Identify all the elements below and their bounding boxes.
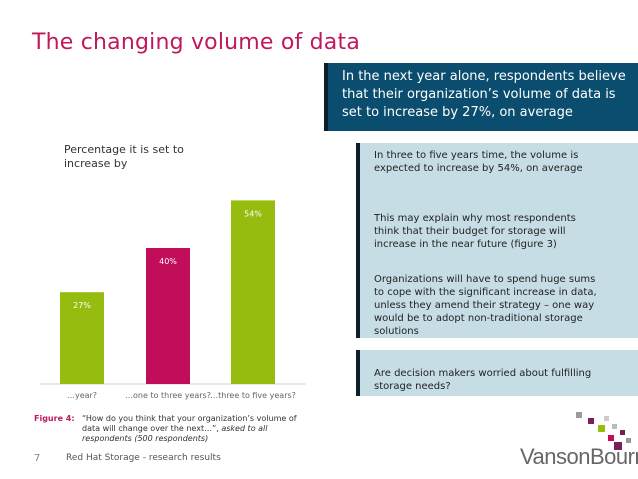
figure-caption-note: asked to all respondents (500 respondent… — [82, 424, 268, 443]
category-label: …one to three years? — [125, 391, 211, 400]
chart-label: Percentage it is set to increase by — [64, 143, 184, 170]
main-callout: In the next year alone, respondents beli… — [324, 63, 638, 131]
figure-label: Figure 4: — [34, 414, 75, 423]
bar — [146, 248, 190, 384]
footer-text: Red Hat Storage - research results — [66, 453, 221, 463]
question-text: Are decision makers worried about fulfil… — [374, 368, 592, 392]
vansonbourne-logo: VansonBourne — [516, 410, 638, 476]
question-callout: Are decision makers worried about fulfil… — [356, 350, 638, 396]
main-callout-text: In the next year alone, respondents beli… — [342, 69, 626, 120]
figure-caption: “How do you think that your organization… — [82, 414, 312, 444]
bar — [60, 292, 104, 384]
logo-text: VansonBourne — [520, 444, 638, 469]
category-label: …year? — [67, 391, 97, 400]
category-label: …three to five years? — [210, 391, 296, 400]
detail-text: In three to five years time, the volume … — [374, 150, 583, 174]
figure-caption-quote: “How do you think that your organization… — [82, 414, 297, 433]
detail-text: Organizations will have to spend huge su… — [374, 274, 597, 337]
page-title: The changing volume of data — [32, 30, 360, 55]
chart-svg: 27% …year? 40% …one to three years? 54% …thre… — [40, 200, 306, 400]
detail-text: This may explain why most respondents th… — [374, 213, 576, 250]
bar-value-label: 40% — [159, 257, 177, 266]
bar-chart: 27% …year? 40% …one to three years? 54% …thre… — [40, 112, 310, 406]
bar — [231, 200, 275, 384]
logo-squares-icon — [576, 412, 631, 450]
page-number: 7 — [34, 453, 41, 464]
bar-value-label: 54% — [244, 209, 262, 218]
detail-callout: In three to five years time, the volume … — [356, 143, 638, 338]
bar-value-label: 27% — [73, 301, 91, 310]
